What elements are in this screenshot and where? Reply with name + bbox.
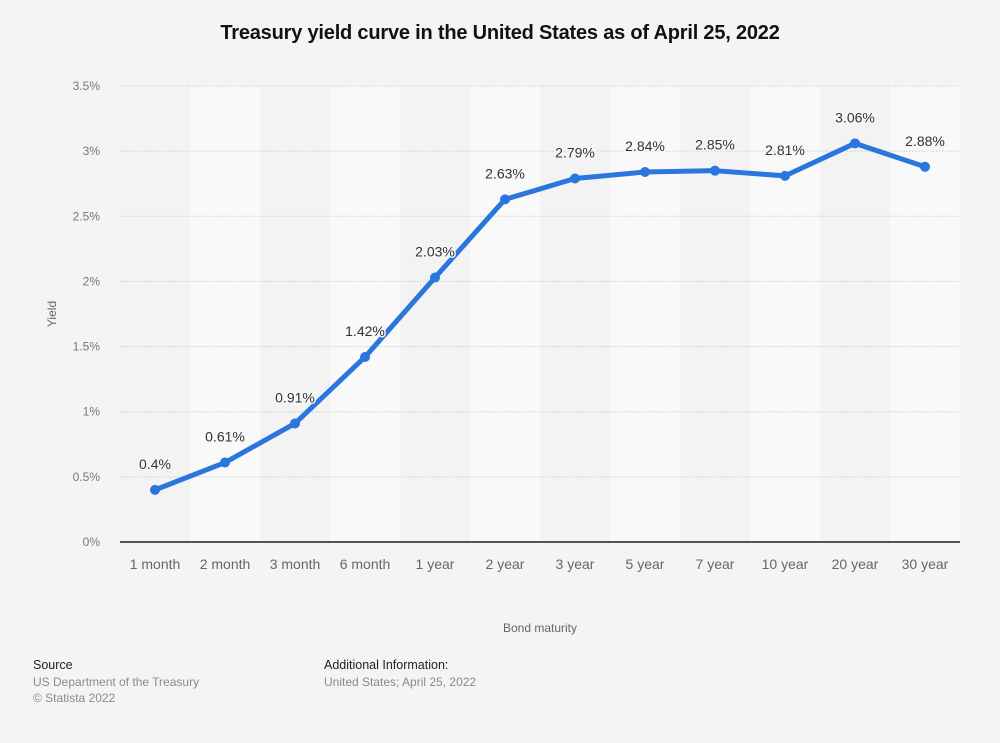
plot-band xyxy=(750,86,820,542)
copyright-line: © Statista 2022 xyxy=(33,691,116,705)
x-axis-label: Bond maturity xyxy=(503,621,577,635)
data-label: 0.61% xyxy=(205,429,245,445)
x-tick-label: 7 year xyxy=(696,556,735,572)
data-label: 1.42% xyxy=(345,323,385,339)
data-point xyxy=(430,272,440,283)
data-label: 0.91% xyxy=(275,389,315,405)
x-tick-label: 30 year xyxy=(902,556,949,572)
x-tick-label: 3 year xyxy=(556,556,595,572)
data-point xyxy=(850,138,860,149)
plot-band xyxy=(400,86,470,542)
plot-band xyxy=(610,86,680,542)
x-tick-label: 5 year xyxy=(626,556,665,572)
x-tick-label: 2 year xyxy=(486,556,525,572)
plot-band xyxy=(680,86,750,542)
y-tick-label: 0% xyxy=(83,535,101,549)
y-tick-label: 0.5% xyxy=(73,470,101,484)
data-label: 2.84% xyxy=(625,138,665,154)
data-label: 0.4% xyxy=(139,456,171,472)
additional-info-block: Additional Information: United States; A… xyxy=(324,658,476,690)
plot-band xyxy=(890,86,960,542)
data-label: 2.79% xyxy=(555,145,595,161)
data-label: 2.85% xyxy=(695,137,735,153)
data-point xyxy=(500,194,510,205)
x-tick-label: 10 year xyxy=(762,556,809,572)
x-tick-label: 6 month xyxy=(340,556,391,572)
data-label: 3.06% xyxy=(835,109,875,125)
plot-band xyxy=(330,86,400,542)
plot-band xyxy=(260,86,330,542)
data-point xyxy=(150,484,160,495)
data-point xyxy=(920,161,930,172)
x-tick-label: 20 year xyxy=(832,556,879,572)
data-point xyxy=(360,351,370,362)
x-tick-label: 1 year xyxy=(416,556,455,572)
y-tick-label: 1% xyxy=(83,405,101,419)
x-tick-label: 3 month xyxy=(270,556,321,572)
data-label: 2.03% xyxy=(415,244,455,260)
plot-band xyxy=(470,86,540,542)
source-heading: Source xyxy=(33,658,73,672)
data-point xyxy=(640,166,650,177)
data-label: 2.63% xyxy=(485,165,525,181)
y-tick-label: 3% xyxy=(83,144,101,158)
source-line: US Department of the Treasury xyxy=(33,675,200,689)
y-tick-label: 2.5% xyxy=(73,209,101,223)
y-axis-label: Yield xyxy=(45,301,59,327)
chart-title: Treasury yield curve in the United State… xyxy=(220,22,780,44)
data-point xyxy=(570,173,580,184)
plot-band xyxy=(820,86,890,542)
x-tick-label: 1 month xyxy=(130,556,181,572)
data-point xyxy=(780,170,790,181)
additional-info-line: United States; April 25, 2022 xyxy=(324,675,477,689)
source-block: Source US Department of the Treasury © S… xyxy=(33,658,199,706)
additional-info-heading: Additional Information: xyxy=(324,658,449,672)
series-line-yield xyxy=(152,140,928,493)
y-tick-label: 2% xyxy=(83,274,101,288)
y-tick-label: 3.5% xyxy=(73,79,101,93)
data-point xyxy=(290,418,300,429)
x-tick-label: 2 month xyxy=(200,556,251,572)
data-point xyxy=(710,165,720,176)
plot-band xyxy=(540,86,610,542)
data-label: 2.81% xyxy=(765,142,805,158)
data-point xyxy=(220,457,230,468)
y-tick-label: 1.5% xyxy=(73,340,101,354)
plot-band xyxy=(120,86,190,542)
data-label: 2.88% xyxy=(905,133,945,149)
